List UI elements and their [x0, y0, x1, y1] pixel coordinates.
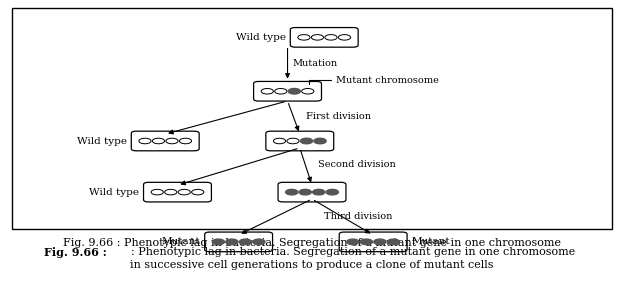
Circle shape	[273, 138, 286, 144]
Circle shape	[300, 138, 313, 144]
Circle shape	[287, 138, 299, 144]
Text: in successive cell generations to produce a clone of mutant cells: in successive cell generations to produc…	[0, 281, 1, 282]
Circle shape	[313, 190, 325, 195]
Text: : Phenotypic lag in bacteria. Segregation of a mutant gene in one chromosome: : Phenotypic lag in bacteria. Segregatio…	[131, 247, 575, 257]
Circle shape	[299, 190, 311, 195]
Circle shape	[261, 89, 273, 94]
Circle shape	[314, 138, 326, 144]
Circle shape	[338, 35, 351, 40]
Circle shape	[301, 89, 314, 94]
Circle shape	[326, 190, 338, 195]
FancyBboxPatch shape	[253, 81, 321, 101]
Circle shape	[286, 190, 298, 195]
Text: in successive cell generations to produce a clone of mutant cells: in successive cell generations to produc…	[130, 260, 494, 270]
Text: Mutant: Mutant	[411, 237, 450, 246]
Text: Fig. 9.66 : Phenotypic lag in bacteria. Segregation of a mutant gene in one chro: Fig. 9.66 : Phenotypic lag in bacteria. …	[63, 238, 561, 248]
Circle shape	[139, 138, 151, 144]
Circle shape	[192, 190, 204, 195]
Circle shape	[179, 138, 192, 144]
FancyBboxPatch shape	[278, 182, 346, 202]
Text: Fig. 9.66 : Phenotypic lag in bacteria. Segregation of a mutant gene in one chro: Fig. 9.66 : Phenotypic lag in bacteria. …	[0, 281, 1, 282]
Circle shape	[388, 239, 399, 244]
Text: Wild type: Wild type	[77, 136, 127, 146]
Circle shape	[178, 190, 190, 195]
Text: Mutant: Mutant	[162, 237, 200, 246]
FancyBboxPatch shape	[131, 131, 199, 151]
Text: Wild type: Wild type	[89, 188, 139, 197]
Circle shape	[226, 239, 238, 244]
FancyBboxPatch shape	[339, 232, 407, 252]
FancyBboxPatch shape	[290, 28, 358, 47]
Text: Wild type: Wild type	[236, 33, 286, 42]
Circle shape	[212, 239, 225, 244]
Circle shape	[275, 89, 287, 94]
Text: Mutant chromosome: Mutant chromosome	[309, 76, 439, 85]
Circle shape	[360, 239, 373, 244]
Text: Fig. 9.66 :: Fig. 9.66 :	[44, 247, 107, 258]
Circle shape	[239, 239, 251, 244]
Text: Third division: Third division	[324, 212, 392, 221]
Circle shape	[298, 35, 310, 40]
Text: First division: First division	[306, 112, 371, 121]
Circle shape	[374, 239, 386, 244]
Circle shape	[152, 138, 165, 144]
Circle shape	[165, 190, 177, 195]
Circle shape	[311, 35, 324, 40]
Circle shape	[253, 239, 265, 244]
Circle shape	[166, 138, 178, 144]
FancyBboxPatch shape	[12, 8, 612, 230]
FancyBboxPatch shape	[205, 232, 273, 252]
Circle shape	[288, 89, 300, 94]
Text: Mutation: Mutation	[293, 59, 338, 68]
FancyBboxPatch shape	[266, 131, 334, 151]
FancyBboxPatch shape	[144, 182, 212, 202]
Text: Second division: Second division	[318, 160, 396, 169]
Circle shape	[151, 190, 163, 195]
Circle shape	[325, 35, 337, 40]
Circle shape	[347, 239, 359, 244]
